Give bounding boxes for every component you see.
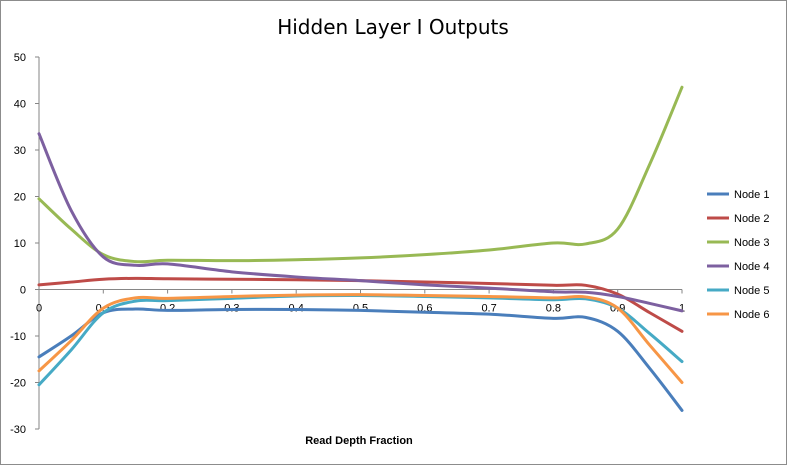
- series-line-node-4: [37, 132, 684, 313]
- legend-label-node-6: Node 6: [734, 309, 769, 321]
- y-tick-label: -30: [10, 424, 26, 436]
- y-tick-label: 10: [14, 238, 26, 250]
- legend-label-node-3: Node 3: [734, 237, 769, 249]
- series-line-node-1: [37, 307, 684, 412]
- y-tick-label: 40: [14, 99, 26, 111]
- x-tick-label: 0.7: [481, 303, 496, 315]
- x-axis-title: Read Depth Fraction: [305, 435, 413, 447]
- y-tick-label: -10: [10, 331, 26, 343]
- legend-label-node-2: Node 2: [734, 213, 769, 225]
- x-tick-label: 0.2: [160, 303, 175, 315]
- legend: Node 1 Node 2 Node 3 Node 4 Node 5 Node 6: [707, 189, 769, 321]
- x-tick-label: 1: [679, 303, 685, 315]
- legend-label-node-5: Node 5: [734, 285, 769, 297]
- y-tick-label: 20: [14, 192, 26, 204]
- y-tick-label: 30: [14, 145, 26, 157]
- legend-label-node-4: Node 4: [734, 261, 769, 273]
- series-line-node-3: [37, 85, 684, 264]
- chart-title: Hidden Layer I Outputs: [277, 15, 509, 39]
- y-tick-label: 0: [20, 285, 26, 297]
- x-tick-label: 0.8: [546, 303, 561, 315]
- y-tick-label: -20: [10, 378, 26, 390]
- x-tick-label: 0: [36, 303, 42, 315]
- y-tick-label: 50: [14, 52, 26, 64]
- x-tick-label: 0.5: [353, 303, 368, 315]
- legend-label-node-1: Node 1: [734, 189, 769, 201]
- series-line-node-6: [37, 293, 684, 384]
